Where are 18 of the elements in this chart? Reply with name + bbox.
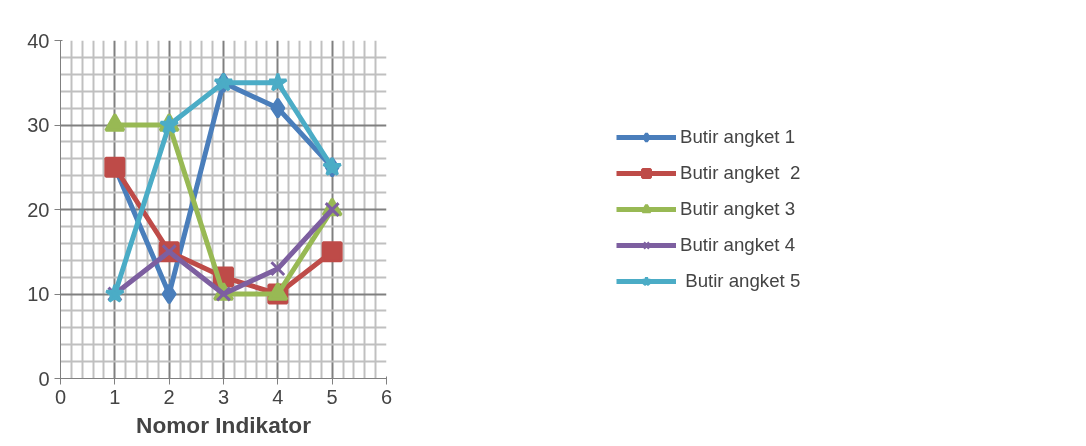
x-tick-label: 4 [272, 385, 284, 408]
y-tick-label: 30 [27, 114, 50, 136]
x-tick-label: 0 [54, 385, 67, 408]
x-tick-label: 6 [380, 385, 393, 408]
legend-label: Butir angket 2 [680, 162, 802, 184]
y-tick-label: 20 [27, 198, 50, 221]
x-tick-label: 5 [326, 385, 338, 408]
legend-label: Butir angket 4 [680, 234, 797, 256]
x-tick-label: 2 [163, 385, 175, 408]
legend-label: Butir angket 5 [684, 270, 802, 292]
y-tick-label: 10 [27, 283, 50, 305]
legend-label: Butir angket 3 [680, 198, 797, 220]
x-axis-title: Nomor Indikator [136, 411, 312, 438]
x-tick-label: 1 [109, 385, 121, 408]
x-tick-label: 3 [217, 385, 230, 408]
y-tick-label: 0 [38, 367, 50, 390]
legend-label: Butir angket 1 [680, 126, 797, 148]
y-tick-label: 40 [27, 29, 50, 52]
